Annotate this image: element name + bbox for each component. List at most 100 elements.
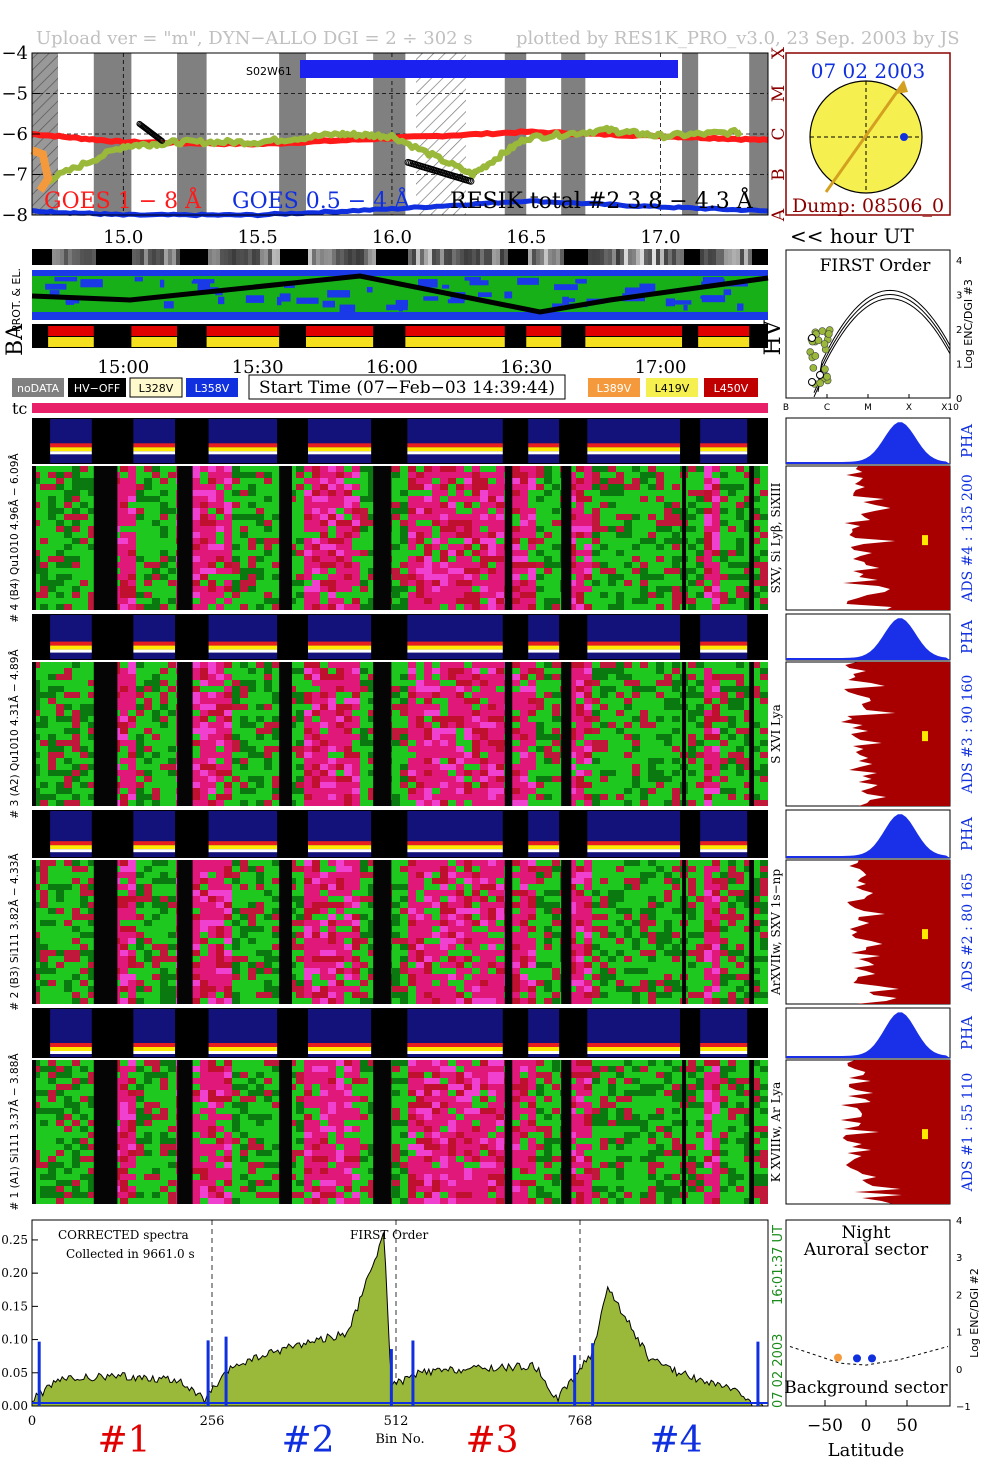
map-cell — [408, 680, 416, 686]
map-cell — [520, 710, 528, 716]
strip-cell — [456, 249, 460, 265]
map-cell — [152, 502, 160, 508]
map-cell — [664, 568, 672, 574]
map-cell — [192, 592, 200, 598]
map-cell — [704, 574, 712, 580]
map-cell — [64, 752, 72, 758]
map-cell — [288, 734, 296, 740]
map-cell — [624, 586, 632, 592]
map-cell — [752, 490, 760, 496]
map-cell — [56, 556, 64, 562]
map-cell — [272, 520, 280, 526]
map-cell — [248, 782, 256, 788]
map-cell — [616, 532, 624, 538]
map-cell — [344, 544, 352, 550]
map-cell — [616, 550, 624, 556]
map-cell — [128, 520, 136, 526]
map-cell — [208, 472, 216, 478]
map-cell — [656, 704, 664, 710]
map-cell — [592, 598, 600, 604]
map-cell — [328, 800, 336, 806]
map-cell — [568, 586, 576, 592]
map-cell — [632, 502, 640, 508]
map-cell — [584, 550, 592, 556]
map-cell — [448, 734, 456, 740]
map-cell — [512, 580, 520, 586]
map-cell — [640, 520, 648, 526]
map-cell — [456, 520, 464, 526]
strip-cell — [32, 249, 36, 265]
map-cell — [424, 734, 432, 740]
map-cell — [160, 586, 168, 592]
map-cell — [736, 668, 744, 674]
map-cell — [392, 776, 400, 782]
map-cell — [624, 604, 632, 610]
map-cell — [400, 502, 408, 508]
map-cell — [360, 580, 368, 586]
map-cell — [728, 770, 736, 776]
map-cell — [480, 526, 488, 532]
map-cell — [496, 788, 504, 794]
map-cell — [584, 466, 592, 472]
particle-map-detail — [31, 273, 769, 315]
map-cell — [232, 598, 240, 604]
map-cell — [592, 668, 600, 674]
map-cell — [208, 496, 216, 502]
map-cell — [168, 586, 176, 592]
map-cell — [312, 604, 320, 610]
map-cell — [536, 692, 544, 698]
map-cell — [624, 800, 632, 806]
map-cell — [752, 532, 760, 538]
map-cell — [464, 532, 472, 538]
map-cell — [760, 758, 768, 764]
map-cell — [640, 598, 648, 604]
map-cell — [72, 752, 80, 758]
map-cell — [720, 722, 728, 728]
map-cell — [496, 764, 504, 770]
map-cell — [528, 472, 536, 478]
map-cell — [464, 794, 472, 800]
map-cell — [656, 686, 664, 692]
map-cell — [304, 662, 312, 668]
map-cell — [512, 574, 520, 580]
map-cell — [568, 574, 576, 580]
map-cell — [656, 574, 664, 580]
map-cell — [304, 770, 312, 776]
map-cell — [40, 662, 48, 668]
map-cell — [248, 562, 256, 568]
map-cell — [576, 782, 584, 788]
map-cell — [56, 662, 64, 668]
map-cell — [408, 556, 416, 562]
map-cell — [264, 580, 272, 586]
map-cell — [552, 758, 560, 764]
map-cell — [696, 520, 704, 526]
ba-segment — [305, 337, 374, 347]
map-cell — [392, 484, 400, 490]
map-cell — [320, 532, 328, 538]
map-cell — [48, 550, 56, 556]
map-cell — [312, 674, 320, 680]
map-cell — [712, 466, 720, 472]
map-cell — [344, 734, 352, 740]
map-cell — [64, 526, 72, 532]
hour-tick-label: 17.0 — [641, 227, 681, 248]
pha-band — [133, 443, 176, 448]
map-cell — [208, 746, 216, 752]
map-cell — [160, 598, 168, 604]
map-cell — [760, 532, 768, 538]
map-cell — [440, 770, 448, 776]
map-cell — [544, 592, 552, 598]
map-cell — [288, 568, 296, 574]
map-cell — [144, 710, 152, 716]
map-cell — [144, 598, 152, 604]
map-cell — [128, 592, 136, 598]
map-cell — [448, 568, 456, 574]
map-cell — [456, 580, 464, 586]
map-cell — [200, 728, 208, 734]
map-cell — [64, 586, 72, 592]
map-cell — [416, 674, 424, 680]
map-cell — [592, 728, 600, 734]
map-cell — [72, 562, 80, 568]
map-cell — [616, 478, 624, 484]
map-cell — [544, 758, 552, 764]
